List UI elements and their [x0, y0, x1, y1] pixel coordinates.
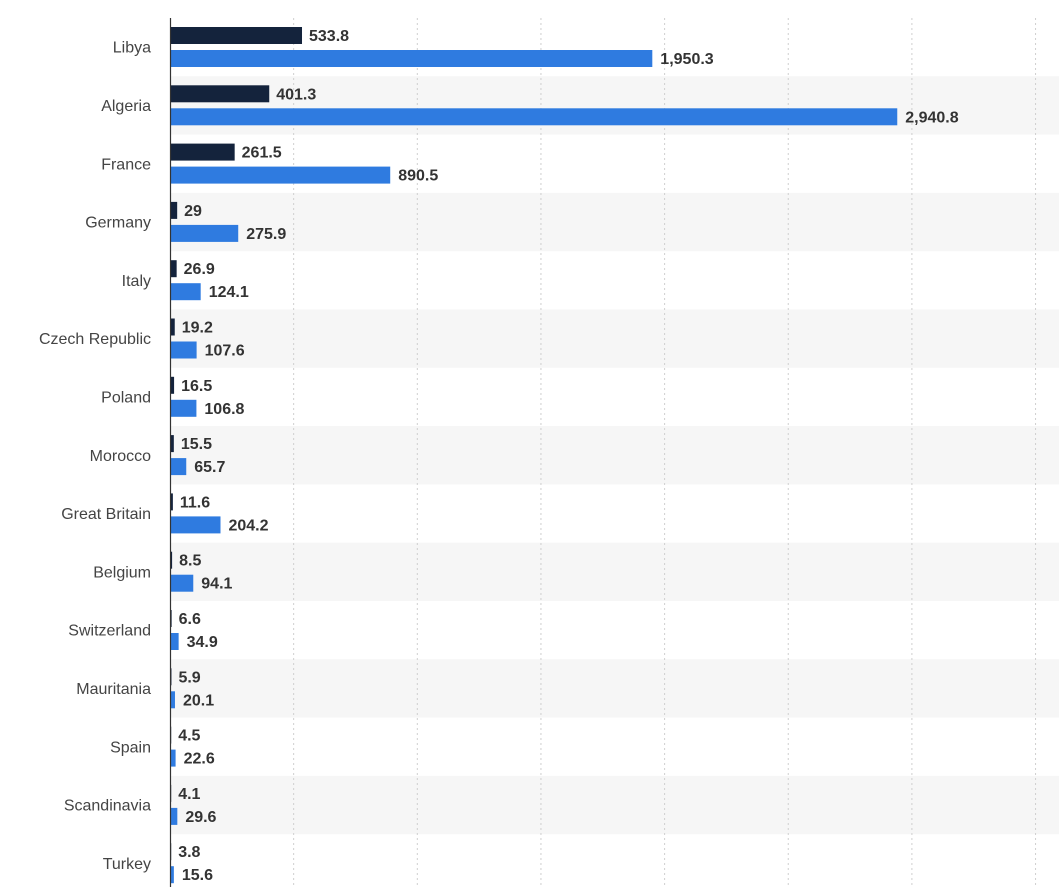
- data-label-series-1: 6.6: [179, 611, 201, 628]
- bars: [170, 27, 898, 884]
- data-label-series-1: 5.9: [178, 669, 200, 686]
- row-band: [170, 309, 1059, 368]
- bar-series-1: [170, 260, 177, 278]
- row-band: [170, 542, 1059, 601]
- data-label-series-2: 275.9: [246, 226, 286, 243]
- data-label-series-2: 890.5: [398, 168, 438, 185]
- bar-series-2: [170, 283, 201, 301]
- bar-series-2: [170, 691, 175, 709]
- category-label: Algeria: [101, 98, 151, 115]
- bar-series-1: [170, 493, 173, 511]
- data-label-series-1: 19.2: [182, 320, 213, 337]
- category-label: Belgium: [93, 564, 151, 581]
- data-label-series-2: 2,940.8: [905, 109, 958, 126]
- category-label: Czech Republic: [39, 331, 151, 348]
- row-band: [170, 775, 1059, 835]
- data-label-series-1: 15.5: [181, 436, 212, 453]
- bar-series-2: [170, 166, 391, 184]
- data-label-series-1: 4.1: [178, 786, 200, 803]
- data-label-series-2: 94.1: [201, 576, 232, 593]
- data-label-series-2: 1,950.3: [660, 51, 713, 68]
- data-label-series-2: 106.8: [204, 401, 244, 418]
- category-label: Scandinavia: [64, 798, 151, 815]
- category-label: Italy: [122, 273, 151, 290]
- data-label-series-2: 20.1: [183, 692, 214, 709]
- bar-series-2: [170, 458, 187, 476]
- data-label-series-2: 65.7: [194, 459, 225, 476]
- category-label: France: [101, 156, 151, 173]
- bar-series-2: [170, 341, 197, 359]
- category-label: Switzerland: [68, 623, 151, 640]
- data-label-series-1: 29: [184, 203, 202, 220]
- bar-series-2: [170, 224, 239, 242]
- bar-series-1: [170, 318, 175, 336]
- labels: Libya 533.8 1,950.3 Algeria 401.3 2,940.8 Fran…: [39, 28, 959, 884]
- bar-series-1: [170, 376, 175, 394]
- bar-series-1: [170, 27, 303, 44]
- data-label-series-1: 401.3: [276, 86, 316, 103]
- data-label-series-1: 533.8: [309, 28, 349, 45]
- category-label: Great Britain: [61, 506, 151, 523]
- data-label-series-1: 16.5: [181, 378, 212, 395]
- category-label: Mauritania: [76, 681, 151, 698]
- data-label-series-1: 26.9: [184, 261, 215, 278]
- data-label-series-2: 34.9: [187, 634, 218, 651]
- bar-series-1: [170, 435, 174, 453]
- bar-series-1: [170, 201, 178, 219]
- bar-series-2: [170, 866, 174, 884]
- row-band: [170, 659, 1059, 718]
- category-label: Germany: [85, 215, 151, 232]
- bar-series-1: [170, 143, 235, 161]
- data-label-series-2: 15.6: [182, 867, 213, 884]
- data-label-series-2: 204.2: [228, 517, 268, 534]
- bar-series-2: [170, 50, 653, 67]
- category-label: Turkey: [103, 856, 151, 873]
- data-label-series-1: 11.6: [180, 494, 210, 511]
- data-label-series-2: 107.6: [205, 343, 245, 360]
- bar-series-2: [170, 633, 179, 650]
- category-label: Libya: [113, 40, 151, 57]
- row-band: [170, 192, 1059, 252]
- bar-series-2: [170, 574, 194, 592]
- row-bands: [170, 76, 1059, 835]
- bar-series-2: [170, 749, 176, 767]
- data-label-series-1: 3.8: [178, 844, 200, 861]
- bar-series-2: [170, 516, 221, 534]
- bar-series-2: [170, 807, 178, 825]
- data-label-series-1: 4.5: [178, 728, 200, 745]
- category-label: Morocco: [90, 448, 151, 465]
- category-label: Spain: [110, 739, 151, 756]
- bar-series-2: [170, 108, 898, 126]
- data-label-series-2: 22.6: [184, 751, 215, 768]
- data-label-series-2: 29.6: [185, 809, 216, 826]
- bar-series-2: [170, 399, 197, 417]
- data-label-series-1: 261.5: [242, 145, 282, 162]
- row-band: [170, 426, 1059, 485]
- data-label-series-1: 8.5: [179, 553, 201, 570]
- data-label-series-2: 124.1: [209, 284, 249, 301]
- category-label: Poland: [101, 389, 151, 406]
- bar-series-1: [170, 85, 270, 103]
